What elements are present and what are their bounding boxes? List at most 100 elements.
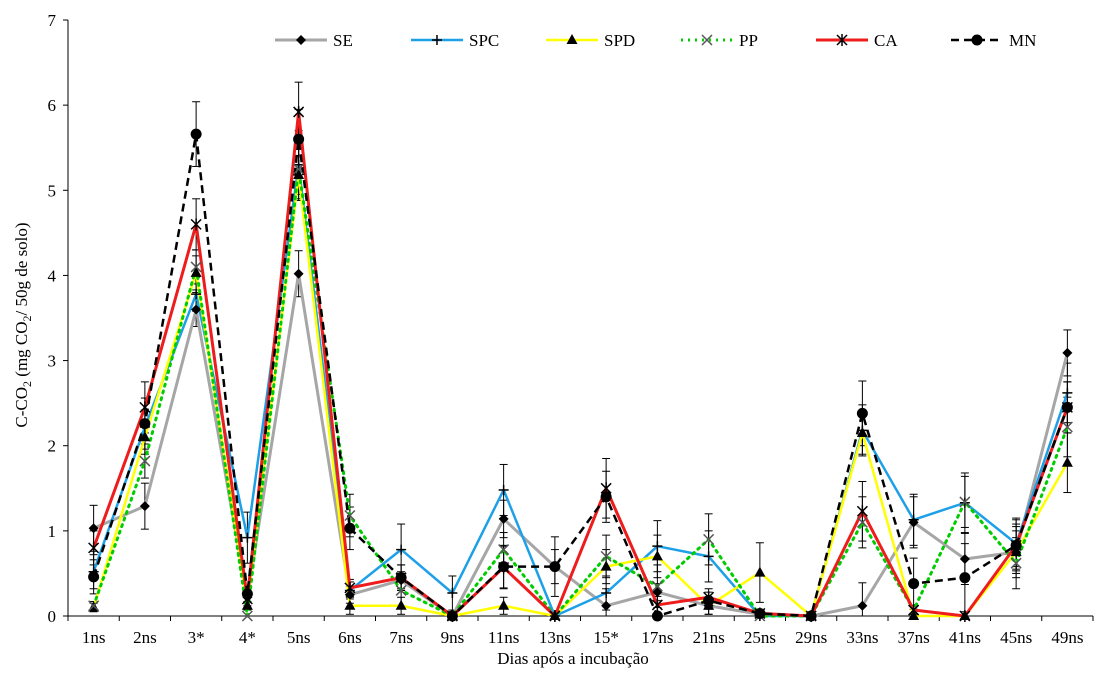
asterisk-marker bbox=[344, 581, 356, 594]
data-point-ca bbox=[88, 541, 100, 554]
data-point-spc bbox=[191, 289, 202, 300]
circle-marker bbox=[959, 572, 971, 584]
plus-marker bbox=[703, 551, 714, 562]
data-point-spd bbox=[651, 550, 663, 561]
data-point-se bbox=[139, 501, 150, 512]
legend-marker bbox=[701, 34, 713, 46]
data-point-pp bbox=[344, 510, 356, 522]
triangle-marker bbox=[651, 550, 663, 561]
data-point-spd bbox=[293, 168, 305, 179]
y-tick-label: 1 bbox=[48, 522, 57, 541]
data-point-spc bbox=[652, 541, 663, 552]
data-point-pp bbox=[498, 544, 510, 556]
data-point-mn bbox=[293, 133, 305, 145]
circle-marker bbox=[908, 578, 920, 590]
circle-marker bbox=[549, 561, 561, 573]
legend-item-se: SE bbox=[275, 31, 353, 50]
x-marker bbox=[241, 610, 253, 622]
legend-item-ca: CA bbox=[816, 31, 898, 50]
data-point-mn bbox=[1061, 401, 1073, 413]
data-point-mn bbox=[600, 491, 612, 503]
data-point-pp bbox=[293, 163, 305, 175]
plus-marker bbox=[191, 289, 202, 300]
series-line-spd bbox=[92, 173, 1069, 618]
data-point-mn bbox=[395, 572, 407, 584]
x-tick-label: 49ns bbox=[1051, 628, 1083, 647]
x-tick-label: 37ns bbox=[898, 628, 930, 647]
data-point-se bbox=[601, 600, 612, 611]
legend-marker bbox=[971, 34, 983, 46]
asterisk-marker bbox=[293, 105, 305, 118]
data-point-ca bbox=[908, 604, 920, 617]
data-point-pp bbox=[190, 261, 202, 273]
circle-marker bbox=[139, 418, 151, 430]
data-point-spd bbox=[1061, 456, 1073, 467]
x-marker bbox=[1061, 421, 1073, 433]
data-point-mn bbox=[88, 571, 100, 583]
legend-label: MN bbox=[1009, 31, 1036, 50]
data-point-ca bbox=[651, 598, 663, 611]
x-tick-label: 17ns bbox=[641, 628, 673, 647]
x-tick-label: 1ns bbox=[82, 628, 106, 647]
data-point-spc bbox=[908, 514, 919, 525]
data-point-mn bbox=[139, 418, 151, 430]
legend-label: SPD bbox=[604, 31, 635, 50]
legend-item-spc: SPC bbox=[411, 31, 499, 50]
asterisk-marker bbox=[190, 218, 202, 231]
circle-marker bbox=[600, 491, 612, 503]
x-marker bbox=[498, 544, 510, 556]
x-tick-label: 21ns bbox=[693, 628, 725, 647]
plus-marker bbox=[652, 541, 663, 552]
circle-marker bbox=[856, 407, 868, 419]
data-point-mn bbox=[344, 522, 356, 534]
diamond-marker bbox=[601, 600, 612, 611]
data-point-pp bbox=[1010, 557, 1022, 569]
legend-label: SE bbox=[333, 31, 353, 50]
circle-marker bbox=[1061, 401, 1073, 413]
x-marker bbox=[651, 580, 663, 592]
x-tick-label: 13ns bbox=[539, 628, 571, 647]
data-point-mn bbox=[908, 578, 920, 590]
triangle-marker bbox=[139, 431, 151, 442]
circle-marker bbox=[498, 561, 510, 573]
triangle-marker bbox=[344, 599, 356, 610]
circle-marker bbox=[395, 572, 407, 584]
circle-marker bbox=[805, 610, 817, 622]
x-tick-label: 41ns bbox=[949, 628, 981, 647]
plus-marker bbox=[432, 35, 442, 45]
data-point-se bbox=[293, 268, 304, 279]
legend-label: SPC bbox=[469, 31, 499, 50]
x-tick-label: 3* bbox=[188, 628, 205, 647]
data-point-pp bbox=[959, 496, 971, 508]
data-point-spd bbox=[754, 566, 766, 577]
data-point-spc bbox=[703, 551, 714, 562]
series-line-ca bbox=[92, 110, 1069, 618]
asterisk-marker bbox=[88, 541, 100, 554]
data-point-spd bbox=[344, 599, 356, 610]
data-point-spd bbox=[856, 426, 868, 437]
x-marker bbox=[1010, 557, 1022, 569]
triangle-marker bbox=[600, 560, 612, 571]
series-line-mn bbox=[92, 132, 1069, 618]
data-point-pp bbox=[651, 580, 663, 592]
circle-marker bbox=[651, 610, 663, 622]
x-tick-label: 7ns bbox=[389, 628, 413, 647]
data-point-spd bbox=[395, 599, 407, 610]
triangle-marker bbox=[566, 34, 578, 44]
x-marker bbox=[959, 496, 971, 508]
diamond-marker bbox=[293, 268, 304, 279]
legend-label: PP bbox=[739, 31, 758, 50]
y-axis-title-part: 2 bbox=[20, 315, 34, 321]
data-point-spd bbox=[190, 266, 202, 277]
data-point-mn bbox=[549, 561, 561, 573]
data-point-mn bbox=[446, 610, 458, 622]
asterisk-marker bbox=[836, 34, 848, 46]
data-point-spc bbox=[447, 588, 458, 599]
legend: SE SPC SPD PP CA MN bbox=[275, 31, 1036, 50]
circle-marker bbox=[1010, 539, 1022, 551]
series-markers bbox=[88, 105, 1073, 622]
x-tick-label: 5ns bbox=[287, 628, 311, 647]
diamond-marker bbox=[88, 523, 99, 534]
